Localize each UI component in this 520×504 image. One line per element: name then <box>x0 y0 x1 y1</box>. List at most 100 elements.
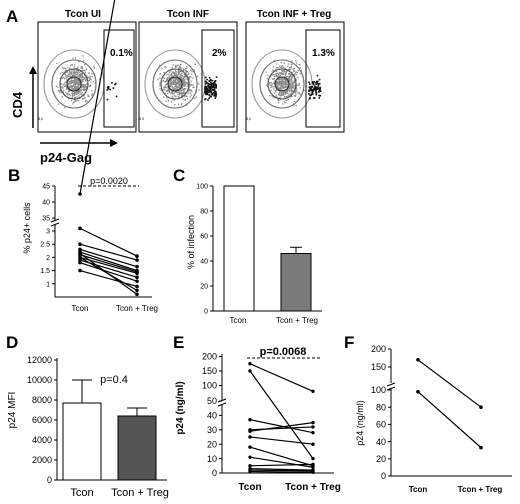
panel-b-paired-lines <box>78 0 139 297</box>
svg-text:-3,0: -3,0 <box>37 117 43 121</box>
panel-b-pair-line <box>79 252 138 295</box>
cd4-arrow-head <box>29 66 37 74</box>
flow-plot-3-title: Tcon INF + Treg <box>257 9 332 20</box>
panel-b-tick-label: 1 <box>46 281 50 288</box>
panel-b-tick-label: 1.5 <box>40 268 50 275</box>
panel-e-point-after <box>311 462 315 467</box>
panel-f-pair-line <box>417 359 482 408</box>
panel-f-point-after <box>479 405 483 410</box>
panel-e-point-after <box>311 456 315 461</box>
panel-d-ylabel: p24 MFI <box>7 392 18 429</box>
panel-d-tick-label: 12000 <box>27 355 52 365</box>
panel-d-xlabel-2: Tcon + Treg <box>111 487 169 499</box>
panel-e-p-value: p=0.0068 <box>260 346 307 358</box>
panel-c-tick-label: 80 <box>200 208 208 215</box>
panel-b-point-before <box>78 260 82 265</box>
panel-e-ylabel: p24 (ng/ml) <box>175 381 186 434</box>
p24-arrow-head <box>110 139 118 147</box>
panel-c-bar <box>223 185 255 312</box>
panel-d-tick-label: 8000 <box>32 395 52 405</box>
panel-c-tick-label: 40 <box>200 258 208 265</box>
panel-d-p-value: p=0.4 <box>100 374 128 386</box>
panel-e-pair-line <box>249 436 314 445</box>
panel-e-point-before <box>248 369 252 373</box>
flow-plot-3-percent: 1.3% <box>312 48 335 59</box>
panel-b-pair-line <box>79 243 138 261</box>
panel-b-point-after <box>135 288 139 293</box>
p24-axis-label: p24-Gag <box>40 150 92 165</box>
panel-b-y-ticks: 1 1.5 2 2.5 3 35 40 45 <box>40 183 55 288</box>
flow-plot-2-gate <box>201 29 235 128</box>
panel-d-bar <box>62 402 102 481</box>
panel-b-point-before <box>78 251 82 256</box>
panel-b-pair-line <box>79 254 138 273</box>
panel-e-xlabel-1: Tcon <box>238 482 261 493</box>
flow-plot-2-percent: 2% <box>212 48 227 59</box>
panel-e-pair-line <box>249 463 314 467</box>
panel-e-pair-line <box>249 422 314 432</box>
panel-c-tick-label: 100 <box>196 183 208 190</box>
panel-b-point-after <box>135 279 139 283</box>
panel-b-pair-line <box>79 262 138 282</box>
panel-d-tick-label: 4000 <box>32 435 52 445</box>
panel-b-point-before <box>78 192 82 196</box>
panel-f-xlabel-1: Tcon <box>409 485 428 494</box>
flow-plot-3-gate <box>305 29 341 128</box>
panel-b-xlabel-1: Tcon <box>72 304 89 313</box>
panel-c-letter: C <box>173 166 185 185</box>
svg-text:-3,0: -3,0 <box>138 117 144 121</box>
cd4-axis-label: CD4 <box>10 91 25 118</box>
panel-d-letter: D <box>6 333 18 352</box>
panel-c-xlabel-2: Tcon + Treg <box>276 316 318 325</box>
panel-f-tick-label: 150 <box>371 362 386 372</box>
panel-b-tick-label: 2.5 <box>40 242 50 249</box>
panel-c-bars <box>223 185 312 312</box>
panel-f-tick-label: 40 <box>376 437 386 447</box>
panel-b-pair-line <box>79 0 116 195</box>
panel-c-xlabel-1: Tcon <box>230 316 247 325</box>
panel-c-y-ticks: 0 20 40 60 80 100 <box>196 183 213 315</box>
panel-e-point-after <box>311 425 315 429</box>
panel-e-point-before <box>248 445 252 449</box>
panel-e-point-after <box>311 430 315 435</box>
panel-e-letter: E <box>173 333 184 352</box>
panel-e-point-after <box>311 442 315 446</box>
panel-c-tick-label: 20 <box>200 283 208 290</box>
panel-b-point-after <box>135 284 139 289</box>
panel-e-tick-label: 200 <box>202 352 217 362</box>
panel-e-point-before <box>248 435 252 439</box>
panel-f-pair-line <box>417 391 482 449</box>
flow-plot-2-title: Tcon INF <box>167 9 209 20</box>
panel-f-xlabel-2: Tcon + Treg <box>458 485 503 494</box>
panel-b-letter: B <box>8 166 20 185</box>
panel-e-pair-line <box>249 456 314 468</box>
panel-f-point-after <box>479 445 483 450</box>
panel-e-point-before <box>248 464 252 468</box>
panel-b-pair-line <box>79 227 138 257</box>
panel-d-y-ticks: 0 2000 4000 6000 8000 10000 12000 <box>27 355 57 485</box>
panel-e-point-after <box>311 465 315 469</box>
panel-f-tick-label: 100 <box>371 385 386 395</box>
panel-b-tick-label: 3 <box>46 228 50 235</box>
panel-e-y-ticks: 0 10 20 30 40 50 100 150 200 <box>202 352 222 478</box>
panel-b-pair-line <box>79 270 138 288</box>
panel-e-pair-line <box>249 468 314 471</box>
panel-b-pair-line <box>79 251 138 272</box>
flow-plot-3: Tcon INF + Treg -3,0 1.3% <box>245 9 345 133</box>
panel-e-pair-line <box>249 370 314 459</box>
panel-e-axis-break <box>217 398 227 407</box>
panel-e-pair-line <box>249 419 314 434</box>
panel-f-y-ticks: 0 20 40 60 80 100 150 200 <box>371 344 391 481</box>
panel-b-point-before <box>78 258 82 262</box>
panel-e-tick-label: 20 <box>207 439 217 449</box>
panel-e-paired-lines <box>248 362 315 474</box>
flow-plot-2: Tcon INF -3,0 2% <box>138 9 238 133</box>
panel-f-point-before <box>416 358 420 362</box>
panel-e-axes <box>221 354 334 474</box>
panel-e-point-after <box>311 470 315 474</box>
panel-d-tick-label: 10000 <box>27 375 52 385</box>
panel-d-bars <box>62 379 157 481</box>
panel-b-p-value: p=0.0020 <box>90 176 128 186</box>
flow-plot-1-title: Tcon UI <box>65 9 101 20</box>
panel-e-tick-label: 10 <box>207 454 217 464</box>
